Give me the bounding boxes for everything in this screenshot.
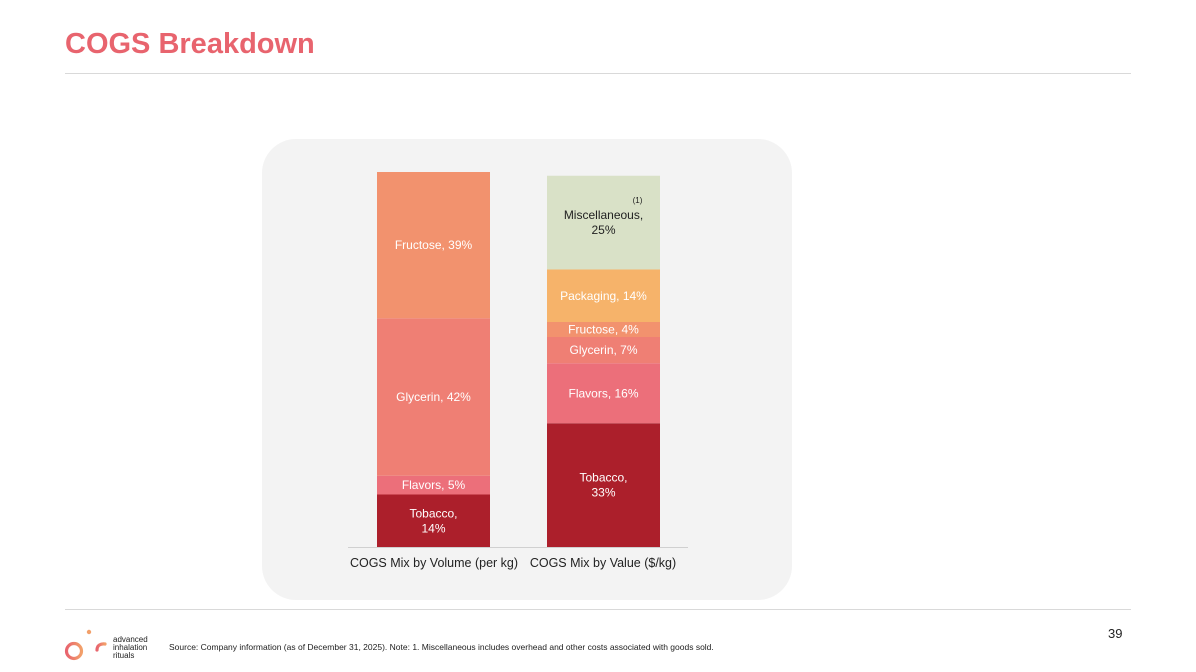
- bar-segment-tobacco-1: [377, 494, 490, 547]
- data-label-miscellaneous-2: Miscellaneous, 25%: [564, 208, 643, 237]
- logo-tagline: advanced inhalation rituals: [113, 636, 148, 660]
- bar-segment-tobacco-2: [547, 423, 660, 547]
- bar-segment-glycerin-2: [547, 337, 660, 364]
- data-label-tobacco-1: Tobacco, 14%: [409, 506, 457, 535]
- data-label-tobacco-2: Tobacco, 33%: [579, 471, 627, 500]
- logo-tagline-line: inhalation: [113, 643, 148, 652]
- data-label-fructose-1: Fructose, 39%: [395, 238, 473, 252]
- data-label-glycerin-2: Glycerin, 7%: [569, 343, 637, 357]
- page-number: 39: [1108, 626, 1123, 641]
- category-label-2: COGS Mix by Value ($/kg): [530, 556, 676, 570]
- data-label-flavors-1: Flavors, 5%: [402, 478, 466, 492]
- bar-segment-flavors-2: [547, 363, 660, 424]
- bar-segment-glycerin-1: [377, 318, 490, 476]
- logo-tagline-line: rituals: [113, 651, 135, 660]
- footer-divider: [65, 609, 1131, 610]
- bar-segment-flavors-1: [377, 475, 490, 495]
- data-label-fructose-2: Fructose, 4%: [568, 323, 639, 337]
- bar-segment-fructose-2: [547, 322, 660, 337]
- source-note: Source: Company information (as of Decem…: [169, 642, 714, 652]
- chart-panel: [262, 139, 792, 600]
- bar-segment-packaging-2: [547, 269, 660, 322]
- data-label-packaging-2: Packaging, 14%: [560, 289, 647, 303]
- category-label-1: COGS Mix by Volume (per kg): [350, 556, 518, 570]
- page-title: COGS Breakdown: [65, 28, 315, 60]
- logo-tagline-line: advanced: [113, 635, 148, 644]
- bar-segment-fructose-1: [377, 172, 490, 319]
- data-label-flavors-2: Flavors, 16%: [568, 386, 638, 400]
- bar-segment-miscellaneous-2: [547, 175, 660, 270]
- data-label-glycerin-1: Glycerin, 42%: [396, 390, 471, 404]
- air-logo: [64, 629, 107, 661]
- title-divider: [65, 73, 1131, 74]
- footnote-marker: (1): [633, 196, 643, 205]
